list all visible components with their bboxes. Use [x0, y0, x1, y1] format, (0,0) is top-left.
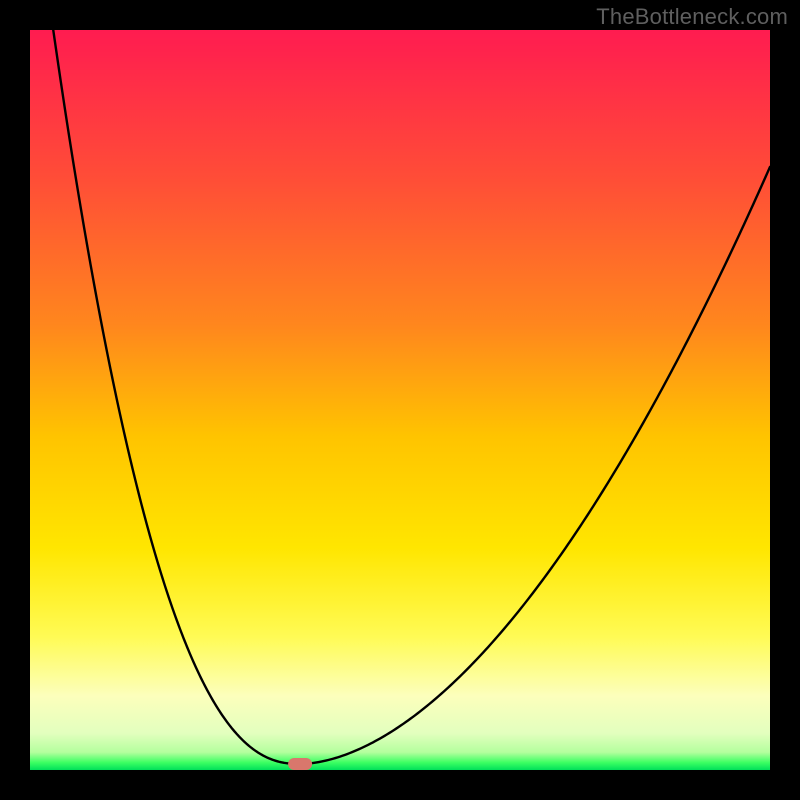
chart-container [30, 30, 770, 770]
watermark-text: TheBottleneck.com [596, 4, 788, 30]
gradient-background [30, 30, 770, 770]
bottleneck-chart [30, 30, 770, 770]
optimal-point-marker [288, 758, 312, 770]
